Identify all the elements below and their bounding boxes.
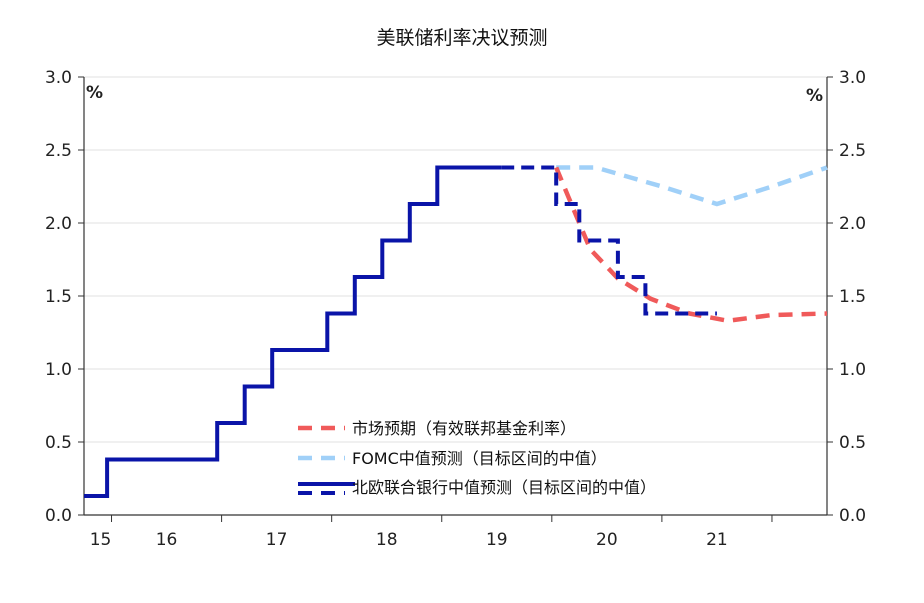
y-tick-label-right: 0.0 <box>839 506 866 526</box>
x-tick-label: 21 <box>706 530 728 550</box>
y-tick-label-left: 0.0 <box>45 506 72 526</box>
legend-label: 市场预期（有效联邦基金利率） <box>352 419 576 438</box>
y-tick-label-right: 2.0 <box>839 214 866 234</box>
x-tick-label: 15 <box>90 530 112 550</box>
chart-title: 美联储利率决议预测 <box>376 27 547 49</box>
y-tick-label-left: 1.0 <box>45 360 72 380</box>
legend-nordea: 北欧联合银行中值预测（目标区间的中值） <box>298 478 656 497</box>
x-tick-label: 17 <box>266 530 288 550</box>
legend-label: 北欧联合银行中值预测（目标区间的中值） <box>352 478 656 497</box>
y-tick-label-right: 1.0 <box>839 360 866 380</box>
y-tick-label-right: 1.5 <box>839 287 866 307</box>
series-lines <box>84 165 828 498</box>
x-tick-label: 16 <box>156 530 178 550</box>
y-tick-label-left: 2.5 <box>45 141 72 161</box>
series-line-fomc <box>556 165 828 207</box>
y-tick-label-right: 0.5 <box>839 433 866 453</box>
axes: 0.0 0.0 0.5 0.5 1.0 1.0 1.5 1.5 2.0 2.0 2.5 2.5 3.0 3… <box>45 68 866 550</box>
legend-label: FOMC中值预测（目标区间的中值） <box>352 449 607 468</box>
y-tick-label-left: 2.0 <box>45 214 72 234</box>
legend: 市场预期（有效联邦基金利率） FOMC中值预测（目标区间的中值） 北欧联合银行中值预… <box>298 419 656 497</box>
y-tick-label-right: 3.0 <box>839 68 866 88</box>
series-line-nordea-history <box>84 165 502 498</box>
x-tick-label: 18 <box>376 530 398 550</box>
series-line-market <box>554 166 828 324</box>
series-line-nordea-forecast <box>501 165 717 316</box>
y-unit-left: % <box>86 83 103 103</box>
x-tick-label: 20 <box>596 530 618 550</box>
grid-lines <box>84 76 827 443</box>
y-unit-right: % <box>806 86 823 106</box>
legend-fomc: FOMC中值预测（目标区间的中值） <box>298 449 607 468</box>
legend-market: 市场预期（有效联邦基金利率） <box>298 419 576 438</box>
x-tick-label: 19 <box>486 530 508 550</box>
y-tick-label-left: 1.5 <box>45 287 72 307</box>
y-tick-label-left: 0.5 <box>45 433 72 453</box>
y-tick-label-right: 2.5 <box>839 141 866 161</box>
y-tick-label-left: 3.0 <box>45 68 72 88</box>
